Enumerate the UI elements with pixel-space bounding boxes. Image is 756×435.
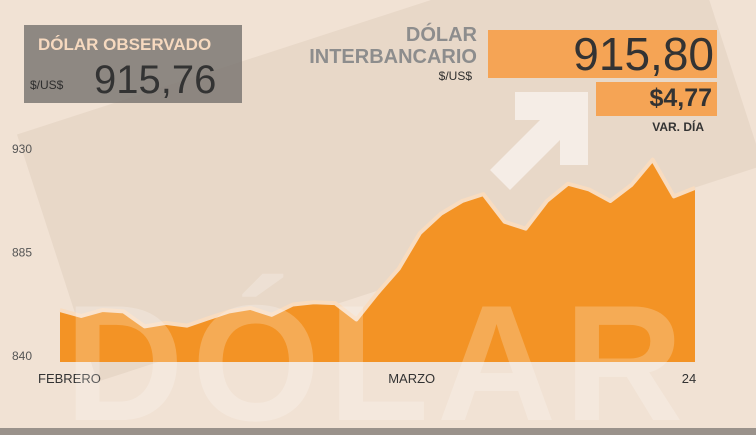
bottom-band [0, 428, 756, 435]
change-value: $4,77 [649, 84, 712, 113]
interbancario-title: DÓLAR [406, 24, 477, 47]
observado-value: 915,76 [94, 58, 216, 103]
change-label: VAR. DÍA [652, 120, 704, 134]
interbancario-value: 915,80 [573, 27, 714, 81]
interbancario-unit: $/US$ [439, 69, 472, 83]
y-tick-label: 930 [12, 142, 32, 156]
interbancario-title: INTERBANCARIO [309, 46, 477, 69]
observado-unit: $/US$ [30, 78, 63, 92]
watermark: DÓLAR [65, 271, 692, 435]
infographic: 840885930FEBREROMARZO24 DÓLAR DÓLAR OBSE… [0, 0, 756, 435]
y-tick-label: 885 [12, 246, 32, 260]
observado-title: DÓLAR OBSERVADO [38, 35, 211, 55]
y-tick-label: 840 [12, 349, 32, 363]
